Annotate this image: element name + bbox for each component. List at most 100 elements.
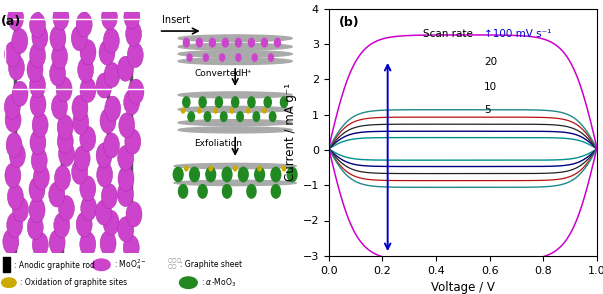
Circle shape (6, 133, 22, 158)
Circle shape (71, 26, 87, 51)
Circle shape (271, 185, 280, 198)
Circle shape (30, 92, 46, 117)
Circle shape (238, 167, 248, 182)
Circle shape (118, 56, 133, 81)
Circle shape (188, 112, 194, 121)
Circle shape (236, 38, 241, 47)
Circle shape (12, 81, 28, 106)
Circle shape (183, 97, 190, 108)
Circle shape (80, 40, 96, 65)
Circle shape (29, 177, 45, 202)
Ellipse shape (178, 35, 292, 42)
Text: H⁺: H⁺ (240, 69, 251, 78)
Circle shape (183, 38, 189, 47)
Circle shape (270, 112, 276, 121)
Circle shape (50, 26, 66, 51)
Circle shape (215, 97, 223, 108)
Circle shape (178, 185, 188, 198)
Circle shape (236, 54, 241, 61)
Circle shape (92, 259, 110, 270)
Circle shape (125, 21, 142, 46)
Circle shape (54, 213, 70, 238)
Circle shape (199, 97, 206, 108)
Circle shape (189, 167, 200, 182)
Circle shape (96, 162, 113, 187)
Circle shape (8, 5, 24, 30)
Circle shape (118, 217, 134, 242)
Circle shape (287, 167, 297, 182)
Circle shape (124, 4, 140, 29)
Circle shape (5, 163, 21, 188)
Circle shape (123, 235, 139, 260)
Circle shape (197, 38, 202, 47)
Circle shape (5, 107, 21, 132)
Circle shape (101, 5, 118, 30)
Circle shape (4, 42, 21, 67)
Circle shape (104, 62, 120, 87)
Circle shape (101, 184, 118, 209)
Bar (5, 19, 149, 89)
Circle shape (7, 184, 24, 209)
Circle shape (280, 97, 288, 108)
Circle shape (54, 166, 71, 191)
Circle shape (27, 215, 43, 240)
Circle shape (80, 176, 96, 201)
Circle shape (198, 185, 207, 198)
Ellipse shape (178, 127, 292, 133)
Ellipse shape (178, 51, 292, 57)
Circle shape (49, 182, 65, 207)
Circle shape (264, 97, 271, 108)
Circle shape (27, 57, 43, 82)
Circle shape (30, 130, 46, 155)
Text: : MoO$_4^{2-}$: : MoO$_4^{2-}$ (114, 257, 147, 272)
Circle shape (247, 108, 250, 113)
Circle shape (125, 129, 141, 154)
Circle shape (80, 126, 96, 151)
Circle shape (29, 198, 45, 223)
Circle shape (253, 112, 259, 121)
Circle shape (232, 97, 239, 108)
Circle shape (209, 38, 215, 47)
Circle shape (222, 167, 232, 182)
Circle shape (80, 77, 96, 102)
Circle shape (128, 79, 144, 104)
Text: : Oxidation of graphite sites: : Oxidation of graphite sites (20, 278, 127, 287)
Circle shape (185, 166, 188, 171)
Circle shape (204, 112, 211, 121)
Circle shape (233, 166, 237, 171)
Ellipse shape (174, 180, 296, 186)
Bar (3, 257, 10, 272)
Circle shape (124, 90, 140, 115)
Circle shape (4, 94, 21, 119)
Circle shape (180, 277, 197, 288)
Circle shape (219, 54, 224, 61)
Circle shape (237, 112, 244, 121)
Circle shape (8, 55, 25, 80)
Circle shape (198, 108, 201, 113)
Circle shape (3, 229, 19, 254)
Circle shape (254, 167, 265, 182)
Circle shape (223, 185, 232, 198)
Ellipse shape (178, 58, 292, 65)
Circle shape (214, 108, 217, 113)
Circle shape (32, 25, 48, 50)
Circle shape (2, 278, 16, 288)
Circle shape (80, 232, 96, 257)
Circle shape (96, 73, 112, 98)
Circle shape (100, 108, 116, 133)
Circle shape (263, 108, 266, 113)
Circle shape (58, 141, 75, 166)
Circle shape (57, 129, 73, 154)
Circle shape (182, 108, 185, 113)
Circle shape (262, 38, 267, 47)
Circle shape (103, 28, 119, 53)
Circle shape (52, 44, 68, 69)
Text: : Anodic graphite rod: : Anodic graphite rod (14, 261, 95, 270)
Circle shape (53, 5, 69, 30)
Ellipse shape (178, 92, 292, 98)
Text: : $\alpha$-MoO$_3$: : $\alpha$-MoO$_3$ (201, 276, 236, 289)
Circle shape (31, 148, 47, 173)
Circle shape (30, 73, 45, 98)
Circle shape (118, 166, 134, 191)
Circle shape (73, 110, 89, 135)
